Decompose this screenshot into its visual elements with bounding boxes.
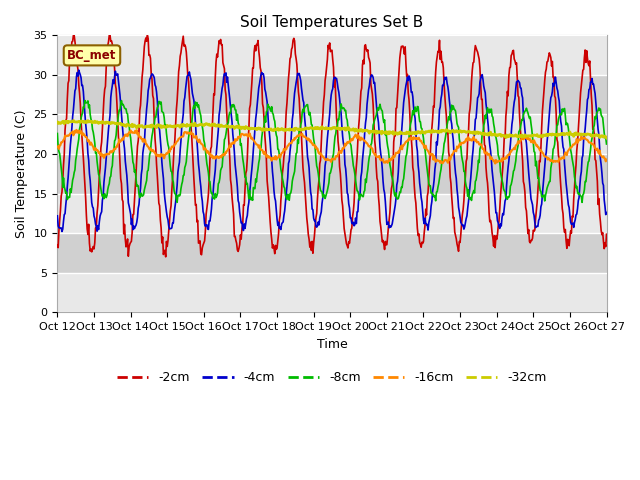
Bar — [58, 75, 607, 115]
Text: BC_met: BC_met — [67, 49, 116, 62]
Bar — [58, 154, 607, 193]
Legend: -2cm, -4cm, -8cm, -16cm, -32cm: -2cm, -4cm, -8cm, -16cm, -32cm — [112, 366, 552, 389]
Bar — [58, 193, 607, 233]
Bar — [58, 115, 607, 154]
Y-axis label: Soil Temperature (C): Soil Temperature (C) — [15, 109, 28, 238]
Bar — [58, 36, 607, 75]
Bar — [58, 233, 607, 273]
Bar — [58, 273, 607, 312]
X-axis label: Time: Time — [317, 337, 348, 351]
Title: Soil Temperatures Set B: Soil Temperatures Set B — [241, 15, 424, 30]
